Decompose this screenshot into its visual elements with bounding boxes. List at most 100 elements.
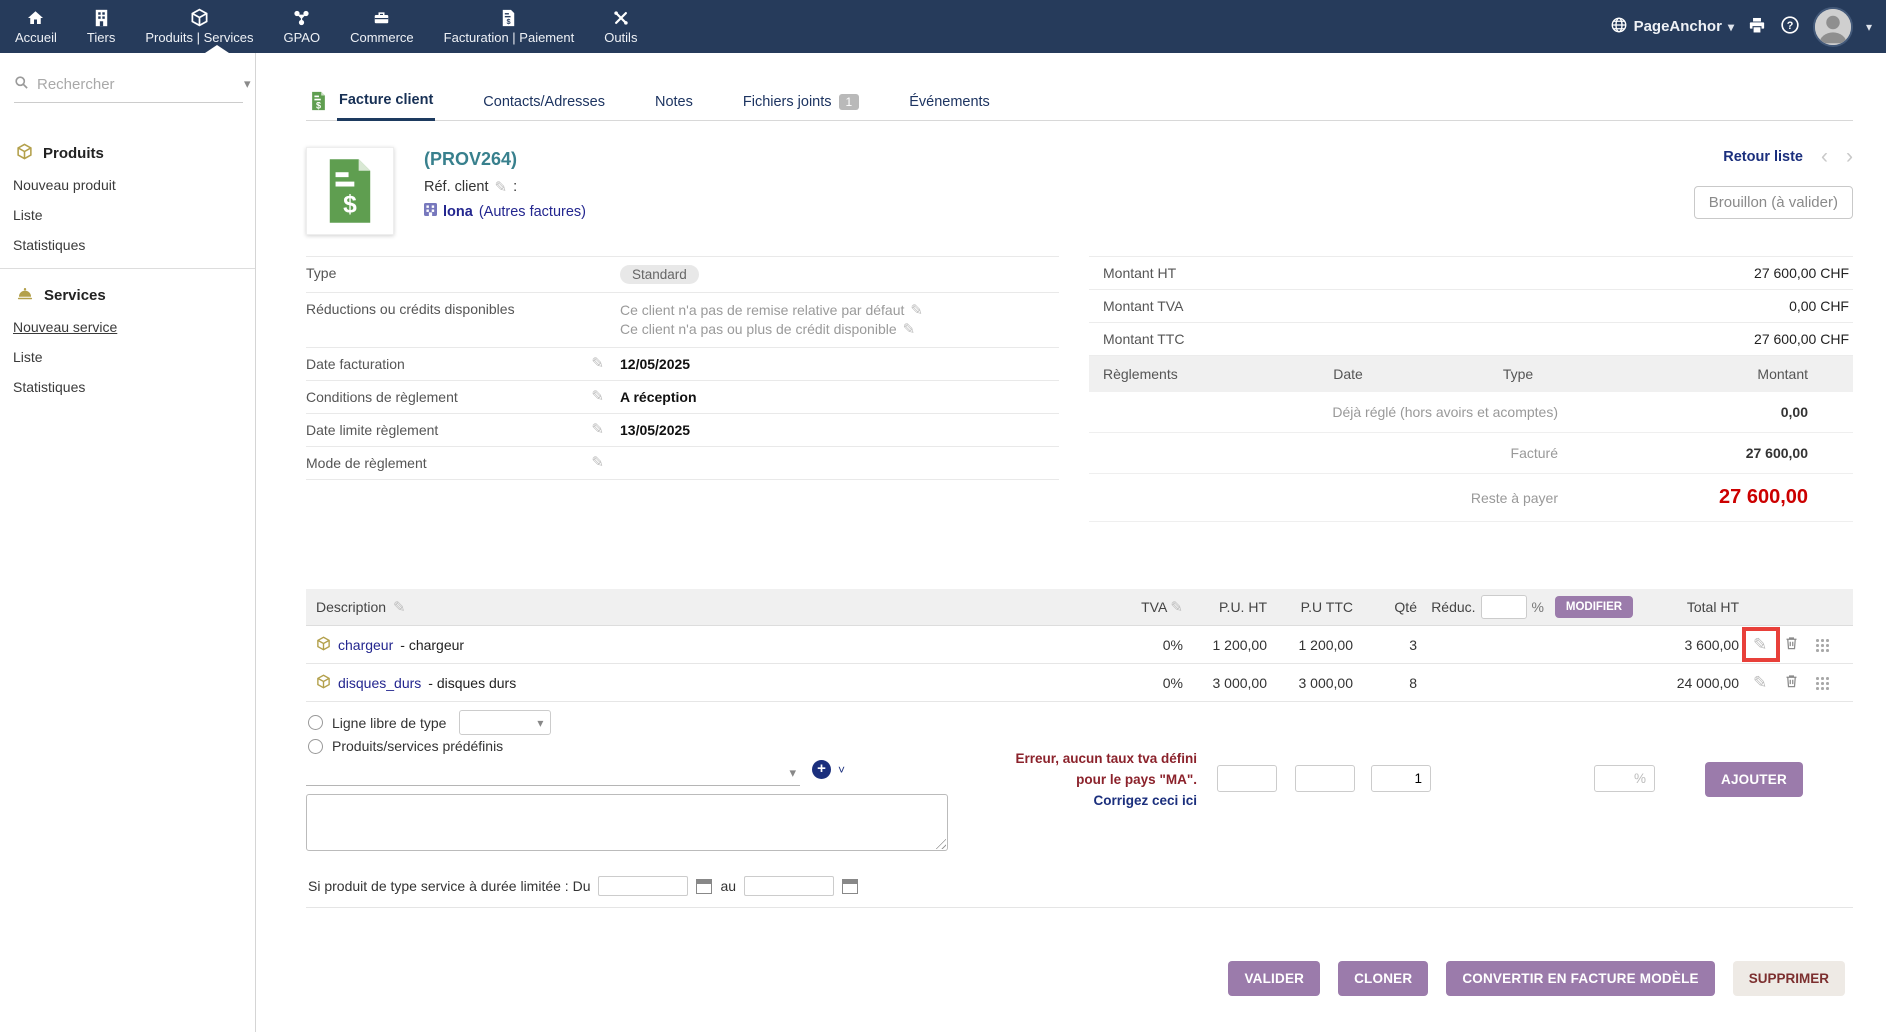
- nav-label: Accueil: [15, 29, 57, 45]
- language-menu[interactable]: PageAnchor ▾: [1610, 16, 1734, 38]
- add-product-icon[interactable]: +: [812, 760, 831, 779]
- edit-tva-icon[interactable]: ✎: [1170, 599, 1183, 616]
- price-ht-input[interactable]: [1217, 765, 1277, 792]
- delete-line-icon[interactable]: [1784, 635, 1799, 654]
- avatar[interactable]: [1812, 6, 1853, 47]
- search-input[interactable]: [37, 75, 236, 93]
- chevron-left-icon[interactable]: ‹: [1821, 145, 1828, 168]
- payments-header: Règlements Date Type Montant: [1089, 356, 1853, 392]
- sidebar-item-statistiques-produits[interactable]: Statistiques: [13, 237, 86, 253]
- lines-header: Description ✎ TVA ✎ P.U. HT P.U TTC Qté …: [306, 589, 1853, 626]
- calendar-icon[interactable]: [696, 878, 713, 894]
- fix-error-link[interactable]: Corrigez ceci ici: [1093, 793, 1197, 808]
- sidebar-item-liste-produits[interactable]: Liste: [13, 207, 43, 223]
- line-type-select[interactable]: ▾: [459, 710, 552, 735]
- edit-payment-mode-icon[interactable]: ✎: [591, 454, 604, 471]
- back-to-list-link[interactable]: Retour liste: [1723, 149, 1803, 165]
- drag-handle-icon[interactable]: [1816, 677, 1829, 690]
- cube-icon: [190, 8, 209, 27]
- add-product-chevron-icon[interactable]: ˅: [838, 763, 846, 777]
- tab-facture-client[interactable]: Facture client: [337, 92, 436, 121]
- section-title: Produits: [43, 145, 104, 162]
- main-content: $ Facture client Contacts/Adresses Notes…: [257, 53, 1886, 1032]
- edit-description-icon[interactable]: ✎: [393, 598, 406, 616]
- product-link[interactable]: disques_durs: [338, 674, 422, 691]
- sidebar-item-nouveau-produit[interactable]: Nouveau produit: [13, 177, 116, 193]
- invoice-header-texts: (PROV264) Réf. client ✎ : lona (Autres f…: [424, 147, 586, 243]
- avatar-chevron-icon[interactable]: ▾: [1865, 19, 1872, 34]
- invoice-header: $ (PROV264) Réf. client ✎ : lona (Autres…: [306, 145, 1853, 243]
- invoice-lines-table: Description ✎ TVA ✎ P.U. HT P.U TTC Qté …: [306, 589, 1853, 702]
- edit-credit-icon[interactable]: ✎: [902, 321, 916, 338]
- description-textarea[interactable]: [306, 794, 948, 851]
- chevron-right-icon[interactable]: ›: [1846, 145, 1853, 168]
- delete-button[interactable]: SUPPRIMER: [1732, 961, 1845, 996]
- edit-due-date-icon[interactable]: ✎: [591, 421, 604, 438]
- modify-button[interactable]: MODIFIER: [1554, 596, 1634, 618]
- edit-line-icon[interactable]: ✎: [1753, 635, 1768, 654]
- predefined-radio[interactable]: [308, 738, 323, 754]
- actions-separator: [306, 907, 1853, 908]
- sidebar-section-produits: Produits: [0, 129, 255, 170]
- nav-item-accueil[interactable]: Accueil: [0, 0, 72, 53]
- globe-icon: [1610, 16, 1628, 38]
- sidebar-section-services: Services: [0, 271, 255, 312]
- totals-panel: Montant HT 27 600,00 CHF Montant TVA 0,0…: [1089, 256, 1853, 522]
- calendar-icon[interactable]: [842, 878, 859, 894]
- delete-line-icon[interactable]: [1784, 673, 1799, 692]
- top-navbar: Accueil Tiers Produits | Services GPAO C…: [0, 0, 1886, 53]
- row-payment-terms: Conditions de règlement ✎ A réception: [306, 381, 1059, 414]
- remainder-amount: 27 600,00: [1719, 486, 1808, 508]
- sidebar-item-statistiques-services[interactable]: Statistiques: [13, 379, 86, 395]
- add-line-button[interactable]: AJOUTER: [1705, 762, 1803, 797]
- tab-contacts-adresses[interactable]: Contacts/Adresses: [483, 94, 605, 110]
- product-cube-icon: [316, 635, 331, 654]
- building-icon: [94, 9, 109, 27]
- qty-input[interactable]: [1371, 765, 1431, 792]
- date-start-input[interactable]: [598, 876, 689, 896]
- row-invoice-date: Date facturation ✎ 12/05/2025: [306, 348, 1059, 381]
- nav-item-commerce[interactable]: Commerce: [335, 0, 429, 53]
- drag-handle-icon[interactable]: [1816, 639, 1829, 652]
- nav-item-tiers[interactable]: Tiers: [72, 0, 130, 53]
- nav-item-facturation-paiement[interactable]: $ Facturation | Paiement: [429, 0, 590, 53]
- price-ttc-input[interactable]: [1295, 765, 1355, 792]
- validate-button[interactable]: VALIDER: [1228, 961, 1321, 996]
- edit-invoice-date-icon[interactable]: ✎: [591, 355, 604, 372]
- row-montant-ht: Montant HT 27 600,00 CHF: [1089, 257, 1853, 290]
- edit-ref-client-icon[interactable]: ✎: [494, 178, 508, 196]
- free-line-radio[interactable]: [308, 715, 323, 730]
- date-end-input[interactable]: [744, 876, 835, 896]
- clone-button[interactable]: CLONER: [1338, 961, 1429, 996]
- edit-payment-terms-icon[interactable]: ✎: [591, 388, 604, 405]
- tab-evenements[interactable]: Événements: [909, 94, 990, 110]
- row-remainder: Reste à payer 27 600,00: [1089, 474, 1853, 522]
- status-badge: Brouillon (à valider): [1693, 186, 1853, 219]
- line-row-chargeur: chargeur - chargeur 0% 1 200,00 1 200,00…: [306, 626, 1853, 664]
- discount-percent-input[interactable]: [1594, 765, 1655, 792]
- sidebar-item-liste-services[interactable]: Liste: [13, 349, 43, 365]
- search-caret-icon[interactable]: ▾: [244, 76, 251, 91]
- nav-item-outils[interactable]: Outils: [589, 0, 652, 53]
- product-link[interactable]: chargeur: [338, 636, 394, 653]
- thirdparty-link[interactable]: lona: [443, 203, 473, 220]
- product-select[interactable]: ▾: [306, 760, 800, 786]
- other-invoices-link[interactable]: (Autres factures): [478, 203, 586, 220]
- print-icon[interactable]: [1747, 16, 1767, 38]
- help-icon[interactable]: ?: [1780, 15, 1800, 38]
- nav-label: GPAO: [283, 29, 321, 45]
- edit-line-icon[interactable]: ✎: [1753, 673, 1768, 692]
- row-type: Type Standard: [306, 257, 1059, 293]
- svg-text:$: $: [316, 100, 321, 110]
- sidebar-item-nouveau-service[interactable]: Nouveau service: [13, 319, 118, 335]
- language-label: PageAnchor: [1633, 18, 1722, 35]
- nav-label: Outils: [604, 29, 638, 45]
- edit-discount-icon[interactable]: ✎: [910, 302, 923, 319]
- global-discount-input[interactable]: [1480, 595, 1527, 619]
- tab-notes[interactable]: Notes: [654, 94, 693, 110]
- row-billed: Facturé 27 600,00: [1089, 433, 1853, 474]
- nav-item-gpao[interactable]: GPAO: [268, 0, 335, 53]
- convert-template-button[interactable]: CONVERTIR EN FACTURE MODÈLE: [1446, 961, 1715, 996]
- tab-fichiers-joints[interactable]: Fichiers joints 1: [741, 94, 861, 120]
- nav-item-produits-services[interactable]: Produits | Services: [130, 0, 268, 53]
